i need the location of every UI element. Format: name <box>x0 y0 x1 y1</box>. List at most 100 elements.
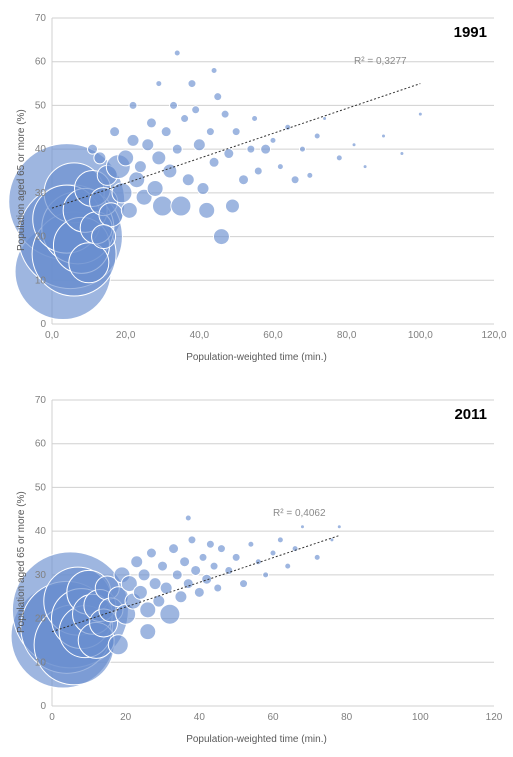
data-bubble <box>188 536 196 544</box>
chart-svg: 010203040506070020406080100120 <box>0 386 513 756</box>
x-tick-label: 120,0 <box>481 330 506 341</box>
y-tick-label: 70 <box>35 395 47 406</box>
data-bubble <box>171 196 191 216</box>
data-bubble <box>418 112 422 116</box>
data-bubble <box>337 525 341 529</box>
y-tick-label: 30 <box>35 570 47 581</box>
data-bubble <box>152 151 166 165</box>
data-bubble <box>277 537 283 543</box>
data-bubble <box>138 569 150 581</box>
y-tick-label: 40 <box>35 526 47 537</box>
data-bubble <box>199 202 215 218</box>
data-bubble <box>188 80 196 88</box>
y-tick-label: 10 <box>35 275 47 286</box>
data-bubble <box>146 548 156 558</box>
data-bubble <box>209 157 219 167</box>
data-bubble <box>352 143 356 147</box>
data-bubble <box>158 561 168 571</box>
data-bubble <box>270 137 276 143</box>
data-bubble <box>134 161 146 173</box>
data-bubble <box>252 116 258 122</box>
data-bubble <box>172 144 182 154</box>
data-bubble <box>118 150 134 166</box>
x-tick-label: 120 <box>486 712 503 723</box>
data-bubble <box>240 580 248 588</box>
data-bubble <box>112 183 132 203</box>
data-bubble <box>172 570 182 580</box>
x-tick-label: 0,0 <box>45 330 59 341</box>
data-bubble <box>261 144 271 154</box>
x-tick-label: 60 <box>267 712 279 723</box>
data-bubble <box>142 139 154 151</box>
x-tick-label: 80 <box>341 712 353 723</box>
y-tick-label: 0 <box>40 701 46 712</box>
y-tick-label: 10 <box>35 657 47 668</box>
data-bubble <box>314 554 320 560</box>
y-tick-label: 20 <box>35 232 47 243</box>
y-axis-label: Population aged 65 or more (%) <box>16 491 27 633</box>
x-tick-label: 0 <box>49 712 55 723</box>
data-bubble <box>225 199 239 213</box>
data-bubble <box>213 229 229 245</box>
data-bubble <box>99 203 123 227</box>
data-bubble <box>185 515 191 521</box>
y-tick-label: 30 <box>35 188 47 199</box>
data-bubble <box>121 202 137 218</box>
data-bubble <box>175 591 187 603</box>
year-label: 2011 <box>454 406 487 423</box>
y-tick-label: 70 <box>35 13 47 24</box>
data-bubble <box>263 572 269 578</box>
x-tick-label: 60,0 <box>263 330 283 341</box>
data-bubble <box>108 635 128 655</box>
data-bubble <box>206 540 214 548</box>
page: { "colors": { "background": "#ffffff", "… <box>0 0 513 757</box>
data-bubble <box>255 559 261 565</box>
data-bubble <box>194 587 204 597</box>
data-bubble <box>88 144 98 154</box>
data-bubble <box>336 155 342 161</box>
data-bubble <box>149 578 161 590</box>
r2-label: R² = 0,3277 <box>354 56 407 67</box>
x-tick-label: 40,0 <box>190 330 210 341</box>
data-bubble <box>169 544 179 554</box>
data-bubble <box>92 225 116 249</box>
data-bubble <box>307 172 313 178</box>
x-tick-label: 20,0 <box>116 330 136 341</box>
data-bubble <box>382 134 386 138</box>
y-tick-label: 50 <box>35 100 47 111</box>
data-bubble <box>174 50 180 56</box>
data-bubble <box>299 146 305 152</box>
x-tick-label: 20 <box>120 712 132 723</box>
year-label: 1991 <box>454 24 487 41</box>
data-bubble <box>191 565 201 575</box>
data-bubble <box>180 557 190 567</box>
data-bubble <box>140 624 156 640</box>
chart-svg: 0102030405060700,020,040,060,080,0100,01… <box>0 4 513 374</box>
data-bubble <box>400 152 404 156</box>
y-tick-label: 60 <box>35 439 47 450</box>
data-bubble <box>211 67 217 73</box>
data-bubble <box>248 541 254 547</box>
data-bubble <box>232 553 240 561</box>
y-tick-label: 60 <box>35 57 47 68</box>
r2-label: R² = 0,4062 <box>273 508 326 519</box>
data-bubble <box>153 196 173 216</box>
y-axis-label: Population aged 65 or more (%) <box>16 109 27 251</box>
data-bubble <box>129 101 137 109</box>
data-bubble <box>202 574 212 584</box>
data-bubble <box>161 127 171 137</box>
data-bubble <box>232 128 240 136</box>
y-tick-label: 40 <box>35 144 47 155</box>
data-bubble <box>182 174 194 186</box>
data-bubble <box>210 562 218 570</box>
data-bubble <box>199 553 207 561</box>
data-bubble <box>363 165 367 169</box>
data-bubble <box>131 556 143 568</box>
data-bubble <box>163 164 177 178</box>
data-bubble <box>214 584 222 592</box>
data-bubble <box>192 106 200 114</box>
x-tick-label: 100,0 <box>408 330 433 341</box>
data-bubble <box>254 167 262 175</box>
data-bubble <box>314 133 320 139</box>
data-bubble <box>94 152 106 164</box>
